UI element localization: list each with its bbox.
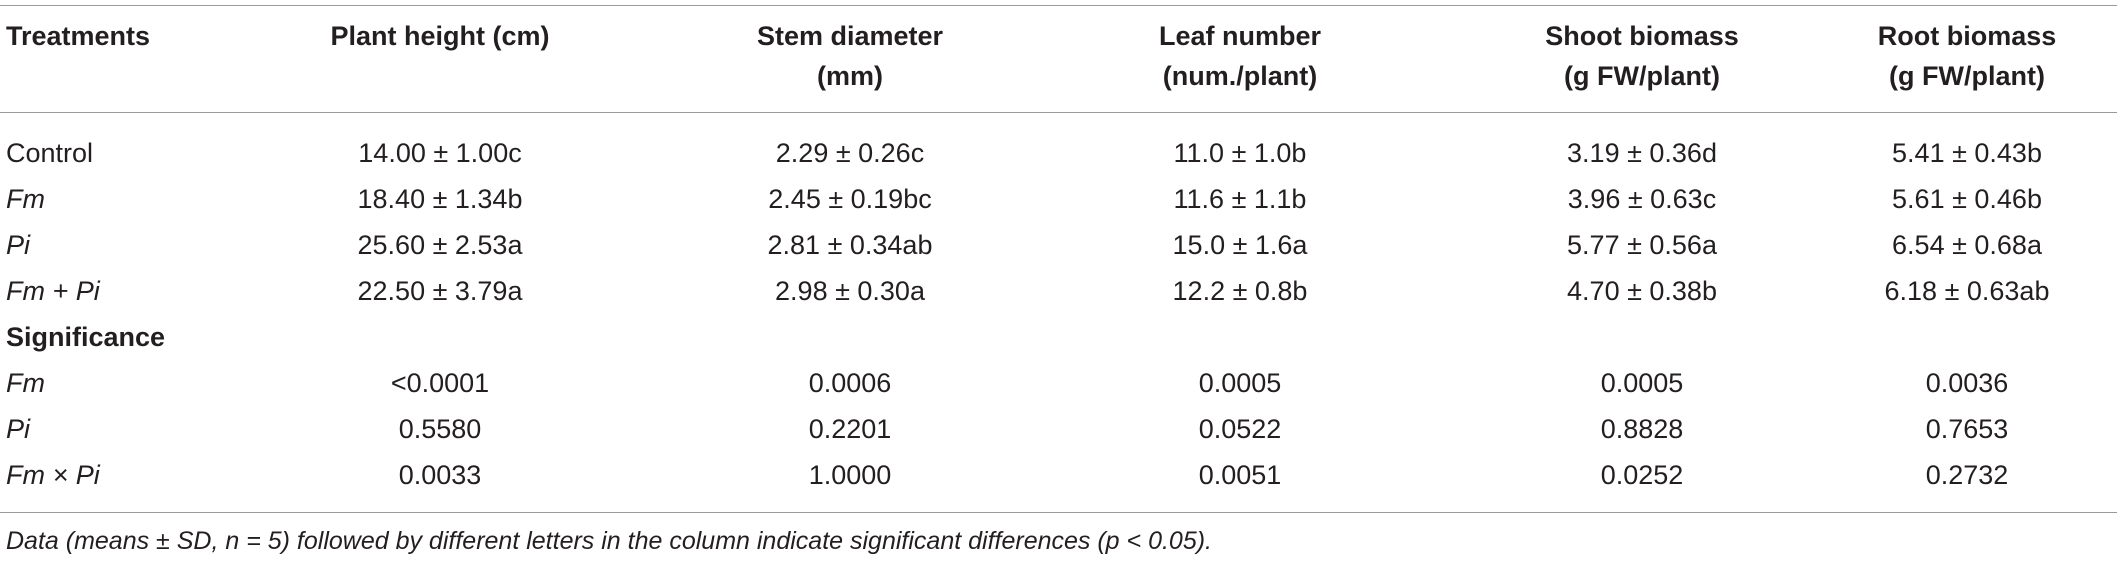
row-label: Fm [6,184,45,214]
header-leaf-number-line2: (num./plant) [1162,61,1318,91]
table-cell: 0.2201 [808,414,892,444]
row-label: Fm [6,368,45,398]
table-cell: 0.0051 [1198,460,1282,490]
table-cell: 3.96 ± 0.63c [1567,184,1717,214]
header-shoot-biomass-line1: Shoot biomass [1545,21,1739,51]
row-label: Fm × Pi [6,460,100,490]
table-cell: 0.0005 [1600,368,1684,398]
table-cell: 0.2732 [1925,460,2009,490]
row-label: Fm + Pi [6,276,100,306]
header-treatments: Treatments [6,21,151,51]
header-leaf-number-line1: Leaf number [1158,21,1322,51]
header-root-biomass-line2: (g FW/plant) [1889,61,2045,91]
table-cell: 12.2 ± 0.8b [1172,276,1308,306]
table-cell: 6.18 ± 0.63ab [1884,276,2050,306]
table-cell: 4.70 ± 0.38b [1567,276,1717,306]
table-cell: 2.29 ± 0.26c [775,138,925,168]
table-cell: 2.45 ± 0.19bc [768,184,932,214]
table-cell: 25.60 ± 2.53a [357,230,523,260]
table-cell: 14.00 ± 1.00c [358,138,522,168]
table-cell: 2.98 ± 0.30a [775,276,925,306]
table-cell: 22.50 ± 3.79a [357,276,523,306]
table-cell: 5.41 ± 0.43b [1892,138,2042,168]
table-cell: 5.61 ± 0.46b [1892,184,2042,214]
table-cell: 1.0000 [808,460,892,490]
row-label: Pi [6,414,31,444]
table-cell: 0.0033 [398,460,482,490]
table-cell: 11.6 ± 1.1b [1173,184,1307,214]
table-cell: 0.0252 [1600,460,1684,490]
table-cell: 0.0036 [1925,368,2009,398]
table-cell: 0.5580 [398,414,482,444]
table-footnote: Data (means ± SD, n = 5) followed by dif… [6,527,1212,555]
row-label: Control [6,138,94,168]
table-cell: 15.0 ± 1.6a [1172,230,1308,260]
table-bottom-rule [0,512,2117,513]
table-cell: 0.0005 [1198,368,1282,398]
header-plant-height: Plant height (cm) [330,21,550,51]
significance-heading: Significance [6,322,166,352]
header-root-biomass-line1: Root biomass [1877,21,2057,51]
table-cell: 11.0 ± 1.0b [1173,138,1307,168]
header-stem-diameter-line2: (mm) [817,61,883,91]
table-cell: 6.54 ± 0.68a [1892,230,2042,260]
header-stem-diameter-line1: Stem diameter [756,21,944,51]
table-cell: 0.0006 [808,368,892,398]
table-cell: 0.8828 [1600,414,1684,444]
table-cell: 0.0522 [1198,414,1282,444]
table-header-rule [0,112,2117,113]
table-top-rule [0,5,2117,6]
header-shoot-biomass-line2: (g FW/plant) [1564,61,1720,91]
table-cell: 2.81 ± 0.34ab [767,230,933,260]
table-cell: 3.19 ± 0.36d [1567,138,1717,168]
row-label: Pi [6,230,31,260]
table-cell: <0.0001 [390,368,490,398]
table-cell: 0.7653 [1925,414,2009,444]
table-cell: 18.40 ± 1.34b [357,184,523,214]
table-cell: 5.77 ± 0.56a [1567,230,1717,260]
